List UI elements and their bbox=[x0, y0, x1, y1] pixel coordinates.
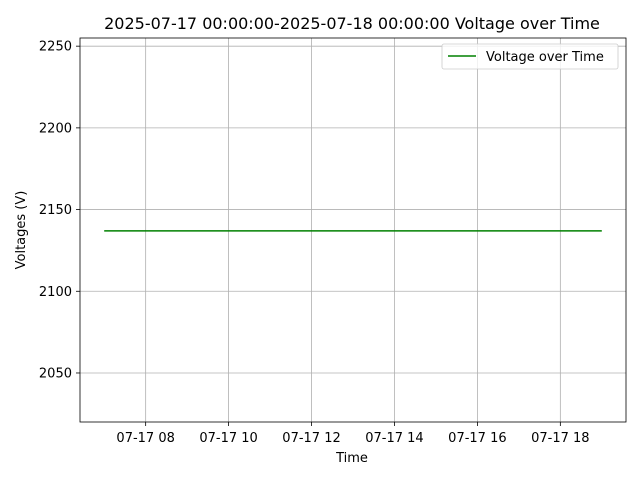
legend: Voltage over Time bbox=[441, 43, 619, 70]
y-tick-label: 2050 bbox=[39, 366, 72, 381]
legend-entry-voltage: Voltage over Time bbox=[486, 50, 604, 65]
y-tick-label: 2150 bbox=[39, 203, 72, 218]
y-tick-label: 2250 bbox=[39, 40, 72, 55]
plot-background bbox=[80, 38, 626, 422]
x-tick-label: 07-17 08 bbox=[116, 431, 174, 446]
x-tick-label: 07-17 14 bbox=[365, 431, 423, 446]
plot-frame bbox=[79, 37, 627, 423]
x-tick-label: 07-17 10 bbox=[199, 431, 257, 446]
x-axis: 07-17 08 07-17 10 07-17 12 07-17 14 07-17 16… bbox=[116, 422, 590, 446]
y-tick-label: 2100 bbox=[39, 285, 72, 300]
legend-box bbox=[441, 43, 619, 70]
x-tick-label: 07-17 12 bbox=[282, 431, 340, 446]
y-axis: 2050 2100 2150 2200 2250 bbox=[39, 40, 80, 381]
x-axis-label: Time bbox=[335, 451, 368, 466]
chart-title: 2025-07-17 00:00:00-2025-07-18 00:00:00 … bbox=[104, 14, 600, 33]
x-tick-label: 07-17 16 bbox=[448, 431, 506, 446]
x-tick-label: 07-17 18 bbox=[531, 431, 589, 446]
y-tick-label: 2200 bbox=[39, 121, 72, 136]
y-axis-label: Voltages (V) bbox=[14, 191, 29, 270]
